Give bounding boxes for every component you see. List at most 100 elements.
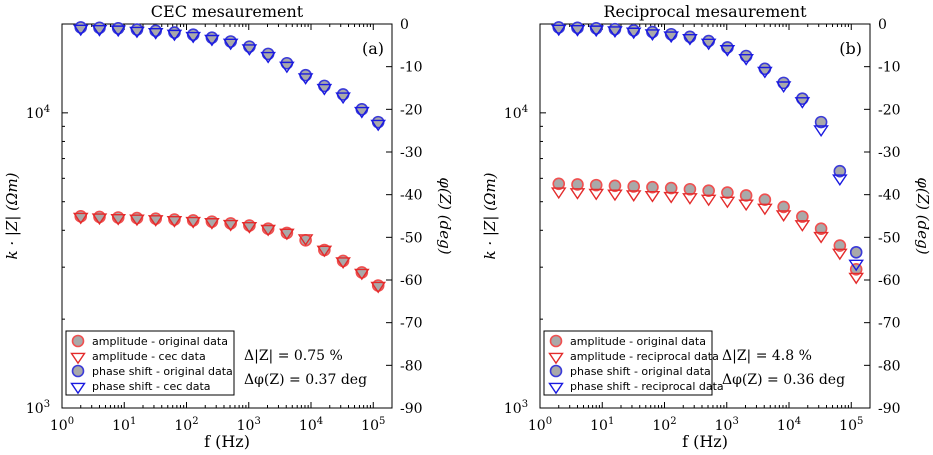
- data-point-triangle: [72, 24, 89, 37]
- data-point-circle: [721, 186, 734, 199]
- y-right-tick-label: -50: [400, 230, 423, 246]
- data-point-triangle: [222, 219, 239, 232]
- data-point-triangle: [813, 125, 829, 137]
- data-point-triangle: [260, 224, 276, 237]
- y-left-axis-label: k · |Z| (Ωm): [481, 172, 499, 259]
- data-point-circle: [589, 21, 603, 35]
- x-tick-label: 102: [652, 416, 676, 434]
- data-point-triangle: [166, 215, 183, 228]
- x-tick-label: 104: [777, 416, 801, 434]
- chart-panel-b: 100 101 102 103 104 105 103 104 0 -10 -20 -30 -40 -50…: [481, 2, 932, 451]
- series-3: [550, 24, 864, 272]
- data-point-triangle: [682, 193, 698, 205]
- data-point-circle: [549, 364, 563, 378]
- data-point-circle: [627, 180, 640, 193]
- data-point-circle: [646, 180, 659, 194]
- y-right-tick-label: -60: [400, 273, 423, 289]
- data-point-triangle: [550, 24, 567, 37]
- data-point-triangle: [548, 352, 564, 365]
- y-left-axis-label: k · |Z| (Ωm): [3, 172, 21, 259]
- data-point-triangle: [110, 213, 127, 226]
- annotation-delta-phase: Δφ(Z) = 0.37 deg: [244, 372, 367, 388]
- y-right-tick-label: -70: [878, 316, 901, 332]
- data-point-circle: [683, 182, 697, 196]
- data-point-circle: [571, 178, 584, 191]
- series-1: [550, 187, 864, 285]
- y-right-tick-label: -10: [878, 60, 901, 76]
- x-tick-label: 102: [174, 416, 198, 434]
- y-right-tick-label: -90: [400, 401, 423, 417]
- data-point-triangle: [588, 25, 605, 38]
- y-right-tick-label: -70: [400, 316, 423, 332]
- y-right-axis-label: φ(Z) (deg): [914, 177, 932, 254]
- data-point-circle: [627, 24, 640, 37]
- y-right-tick-label: -50: [878, 230, 901, 246]
- data-point-triangle: [625, 190, 642, 202]
- series-3: [72, 24, 386, 132]
- data-point-triangle: [794, 97, 811, 109]
- data-point-circle: [71, 334, 85, 348]
- data-point-triangle: [719, 45, 736, 57]
- y-right-tick-label: -10: [400, 60, 423, 76]
- data-point-triangle: [70, 382, 86, 395]
- legend-entry: amplitude - reciprocal data: [548, 350, 719, 365]
- data-point-triangle: [813, 231, 829, 244]
- x-tick-label: 105: [839, 416, 863, 434]
- x-tick-label: 104: [299, 416, 323, 434]
- plot-frame: [539, 23, 871, 409]
- series-0: [74, 210, 385, 292]
- annotation-delta-amplitude: Δ|Z| = 4.8 %: [722, 348, 812, 364]
- data-point-circle: [833, 239, 847, 252]
- data-point-triangle: [297, 234, 314, 246]
- data-point-triangle: [548, 382, 564, 395]
- data-point-triangle: [260, 51, 276, 64]
- data-point-triangle: [129, 214, 145, 227]
- series-2: [74, 21, 385, 129]
- data-point-circle: [833, 164, 847, 178]
- series-2: [552, 21, 863, 259]
- chart-title: Reciprocal mesaurement: [603, 2, 807, 21]
- data-point-circle: [552, 21, 566, 34]
- data-point-triangle: [185, 31, 201, 44]
- data-point-triangle: [354, 268, 370, 281]
- data-point-triangle: [757, 203, 773, 216]
- data-point-triangle: [607, 189, 623, 202]
- data-point-triangle: [588, 188, 605, 201]
- legend-label: amplitude - reciprocal data: [570, 350, 719, 363]
- data-point-triangle: [832, 248, 848, 261]
- data-point-circle: [721, 41, 734, 54]
- data-point-triangle: [147, 215, 164, 227]
- data-point-triangle: [204, 34, 220, 47]
- y-right-tick-label: 0: [400, 17, 409, 33]
- legend-label: phase shift - cec data: [92, 380, 211, 393]
- data-point-triangle: [241, 44, 258, 56]
- data-point-triangle: [166, 29, 183, 42]
- legend-label: amplitude - cec data: [92, 350, 206, 363]
- series-0: [552, 177, 863, 276]
- y-right-tick-label: -30: [400, 145, 423, 161]
- data-point-circle: [664, 27, 678, 41]
- data-point-triangle: [279, 61, 295, 74]
- legend-box: [543, 330, 713, 396]
- x-tick-label: 101: [112, 416, 136, 434]
- data-point-triangle: [129, 26, 145, 39]
- data-point-triangle: [775, 81, 792, 94]
- data-point-circle: [683, 30, 697, 44]
- plot-frame: [61, 23, 393, 409]
- data-point-circle: [186, 28, 200, 41]
- data-point-circle: [796, 210, 809, 223]
- data-point-circle: [130, 23, 144, 36]
- data-point-circle: [702, 184, 715, 197]
- data-point-circle: [355, 103, 369, 116]
- data-point-triangle: [625, 27, 642, 40]
- data-point-triangle: [663, 31, 679, 44]
- data-point-circle: [205, 31, 219, 44]
- data-point-triangle: [297, 73, 314, 85]
- data-point-circle: [814, 222, 828, 236]
- data-point-triangle: [644, 29, 661, 41]
- data-point-circle: [814, 115, 828, 129]
- data-point-triangle: [607, 26, 623, 38]
- panel-label: (a): [362, 39, 384, 58]
- data-point-triangle: [370, 119, 386, 132]
- chart-panel-a: 100 101 102 103 104 105 103 104 0 -10 -20 -30 -40 -50…: [3, 2, 454, 451]
